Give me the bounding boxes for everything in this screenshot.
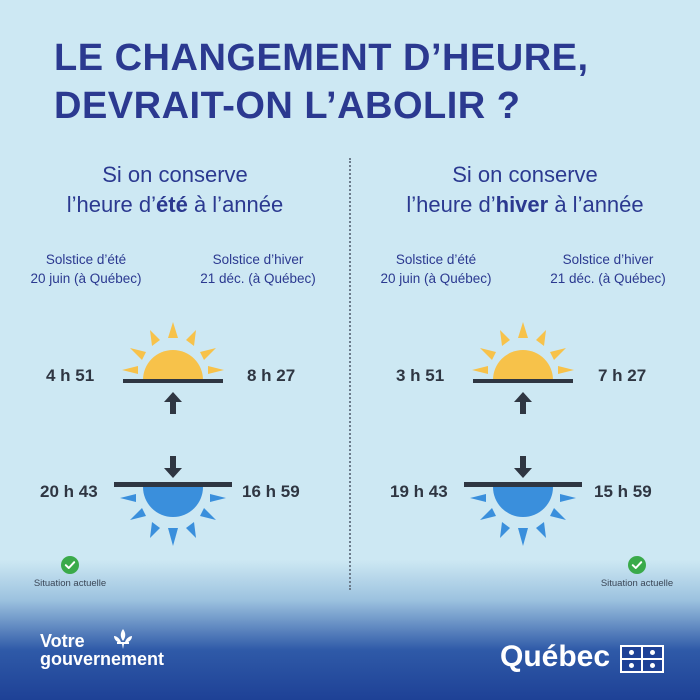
panel-winter-time: Si on conserve l’heure d’hiver à l’année…	[350, 0, 700, 600]
status-label: Situation actuelle	[600, 578, 674, 589]
fleur-de-lis-icon	[114, 629, 132, 649]
sunset-summer-time: 20 h 43	[40, 482, 98, 501]
votre-gouvernement-logo: Votre gouvernement	[40, 632, 164, 668]
summer-solstice-date: 20 juin (à Québec)	[380, 271, 492, 286]
check-icon	[628, 556, 646, 574]
sunrise-winter-time: 7 h 27	[598, 366, 647, 385]
winter-solstice-date: 21 déc. (à Québec)	[200, 271, 316, 286]
winter-solstice-title: Solstice d’hiver	[212, 252, 304, 267]
sun-icon	[122, 322, 224, 383]
winter-solstice-label: Solstice d’hiver 21 déc. (à Québec)	[178, 250, 338, 288]
sunrise-winter-time: 8 h 27	[247, 366, 296, 385]
current-situation: Situation actuelle	[577, 556, 697, 589]
logo-line-1: Votre	[40, 631, 85, 651]
panel-summer-time: Si on conserve l’heure d’été à l’année S…	[0, 0, 350, 600]
current-situation: Situation actuelle	[10, 556, 130, 589]
heading-suffix: à l’année	[187, 192, 284, 217]
sunset-winter-time: 15 h 59	[594, 482, 652, 501]
heading-prefix: l’heure d’	[406, 192, 496, 217]
quebec-flag-icon	[620, 645, 664, 673]
heading-prefix: l’heure d’	[66, 192, 157, 217]
setting-sun-icon	[464, 482, 582, 546]
title-line-2: DEVRAIT-ON L’ABOLIR ?	[54, 85, 521, 127]
down-arrow-icon	[164, 456, 182, 478]
status-label: Situation actuelle	[33, 578, 107, 589]
summer-solstice-label: Solstice d’été 20 juin (à Québec)	[6, 250, 166, 288]
column-divider	[349, 158, 351, 590]
setting-sun-icon	[114, 482, 232, 546]
check-icon	[61, 556, 79, 574]
up-arrow-icon	[514, 392, 532, 414]
heading-line-1: Si on conserve	[102, 162, 248, 187]
summer-solstice-title: Solstice d’été	[45, 252, 127, 267]
sun-icon	[472, 322, 574, 383]
sunset-winter-time: 16 h 59	[242, 482, 300, 501]
summer-solstice-label: Solstice d’été 20 juin (à Québec)	[356, 250, 516, 288]
heading-bold: hiver	[495, 192, 549, 217]
summer-solstice-title: Solstice d’été	[395, 252, 477, 267]
quebec-logo: Québec	[500, 640, 611, 673]
panel-heading: Si on conserve l’heure d’hiver à l’année	[350, 160, 700, 220]
summer-solstice-date: 20 juin (à Québec)	[30, 271, 142, 286]
winter-solstice-label: Solstice d’hiver 21 déc. (à Québec)	[528, 250, 688, 288]
winter-solstice-date: 21 déc. (à Québec)	[550, 271, 666, 286]
heading-bold: été	[156, 192, 188, 217]
down-arrow-icon	[514, 456, 532, 478]
winter-solstice-title: Solstice d’hiver	[562, 252, 654, 267]
sunrise-summer-time: 4 h 51	[46, 366, 95, 385]
title-line-1: LE CHANGEMENT D’HEURE,	[54, 37, 589, 79]
heading-line-1: Si on conserve	[452, 162, 598, 187]
page-title: LE CHANGEMENT D’HEURE, DEVRAIT-ON L’ABOL…	[54, 34, 674, 130]
heading-line-2: l’heure d’été à l’année	[0, 190, 350, 220]
heading-line-2: l’heure d’hiver à l’année	[350, 190, 700, 220]
heading-suffix: à l’année	[548, 192, 644, 217]
sunrise-summer-time: 3 h 51	[396, 366, 445, 385]
panel-heading: Si on conserve l’heure d’été à l’année	[0, 160, 350, 220]
logo-line-2: gouvernement	[40, 649, 165, 669]
up-arrow-icon	[164, 392, 182, 414]
sunset-summer-time: 19 h 43	[390, 482, 448, 501]
